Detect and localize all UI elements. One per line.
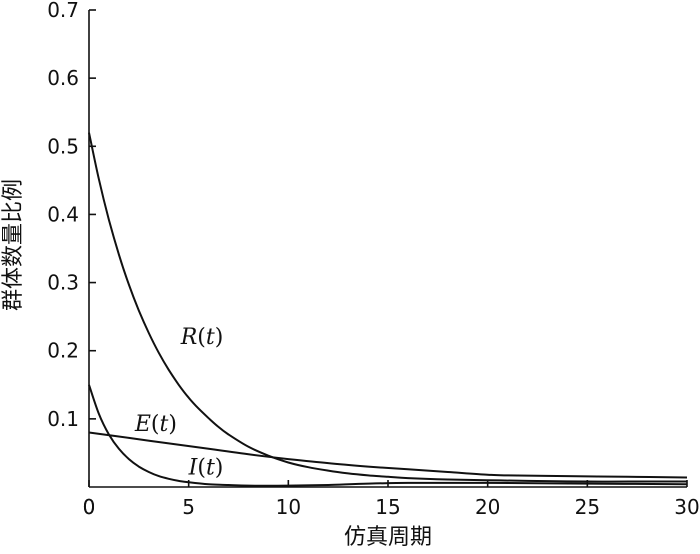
x-tick-label: 5 [182, 495, 195, 519]
y-tick-label: 0.1 [47, 407, 79, 431]
series-line-2 [88, 384, 688, 487]
x-tick-label: 10 [276, 495, 301, 519]
series-label-part: E [134, 412, 151, 437]
x-tick-label: 30 [674, 495, 699, 519]
y-tick-label: 0.5 [47, 134, 79, 158]
y-tick-label: 0.7 [47, 0, 79, 22]
series-label-1: E(t) [134, 412, 177, 437]
series-label-part: ( [197, 325, 206, 350]
series-label-part: t [206, 456, 215, 481]
series-layer [88, 132, 688, 487]
axes: 0 5 10 15 20 25 300.10.20.30.40.50.60.70 [47, 0, 700, 519]
y-tick-label: 0.4 [47, 202, 79, 226]
series-label-part: I [188, 456, 199, 481]
series-label-part: t [206, 325, 215, 350]
series-line-0 [88, 132, 687, 483]
series-label-0: R(t) [180, 325, 224, 350]
x-tick-label: 20 [475, 495, 500, 519]
series-line-1 [88, 431, 688, 479]
series-label-part: t [160, 412, 169, 437]
series-label-part: ( [197, 456, 206, 481]
series-label-part: ( [151, 412, 160, 437]
series-label-2: I(t) [188, 456, 224, 481]
x-axis-title: 仿真周期 [344, 525, 432, 550]
x-tick-label: 0 [83, 495, 96, 519]
y-axis-title: 群体数量比例 [1, 179, 26, 311]
x-tick-label-origin: 0 [83, 495, 96, 519]
y-tick-label: 0.6 [47, 66, 79, 90]
series-label-part: ) [215, 325, 224, 350]
series-label-part: R [180, 325, 198, 350]
y-tick-label: 0.3 [47, 271, 79, 295]
series-label-part: ) [168, 412, 177, 437]
y-tick-label: 0.2 [47, 339, 79, 363]
x-tick-label: 25 [575, 495, 600, 519]
labels-layer: R(t)E(t)I(t) [134, 325, 224, 481]
series-label-part: ) [215, 456, 224, 481]
x-tick-label: 15 [375, 495, 400, 519]
